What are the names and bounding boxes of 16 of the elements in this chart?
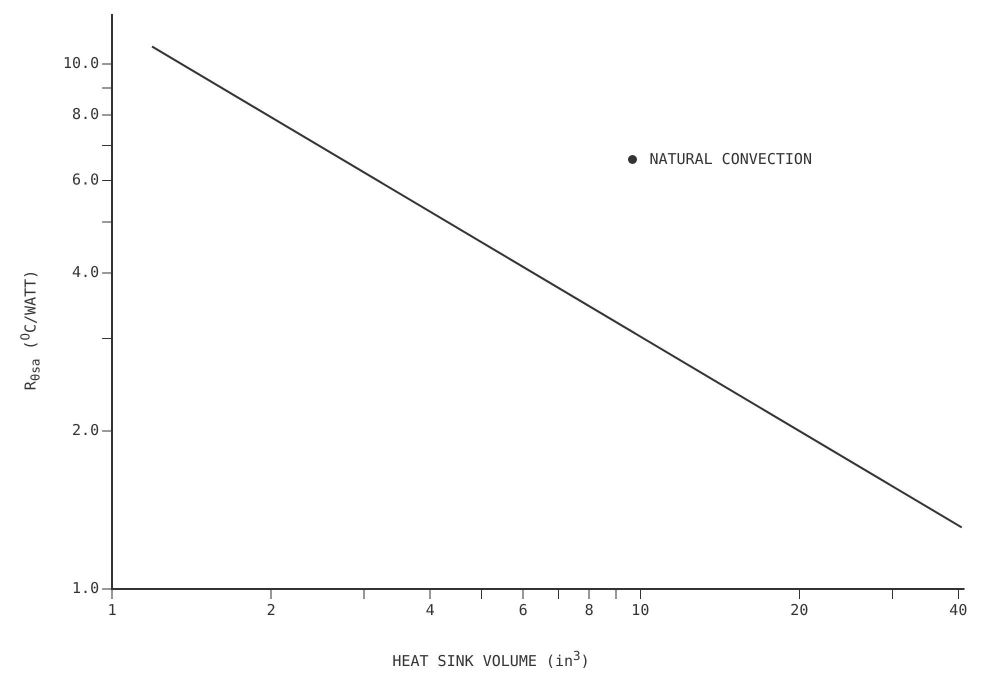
y-tick-label: 2.0: [72, 420, 100, 439]
legend-label: NATURAL CONVECTION: [649, 150, 812, 168]
x-axis-title: HEAT SINK VOLUME (in$^{3}$): [391, 648, 591, 670]
x-tick-label: 20: [790, 600, 808, 619]
x-tick-label: 6: [518, 600, 528, 619]
y-tick-label: 6.0: [72, 170, 100, 188]
y-tick-label: 4.0: [72, 262, 100, 281]
x-tick-label: 4: [426, 600, 435, 619]
x-tick-label: 1: [108, 600, 117, 619]
x-tick-label: 2: [266, 600, 276, 619]
y-tick-label: 1.0: [72, 578, 100, 597]
y-tick-label: 10.0: [63, 54, 100, 72]
x-tick-label: 10: [631, 600, 650, 619]
x-tick-label: 40: [949, 600, 968, 619]
y-tick-label: 8.0: [72, 104, 100, 123]
x-tick-label: 8: [584, 600, 594, 619]
